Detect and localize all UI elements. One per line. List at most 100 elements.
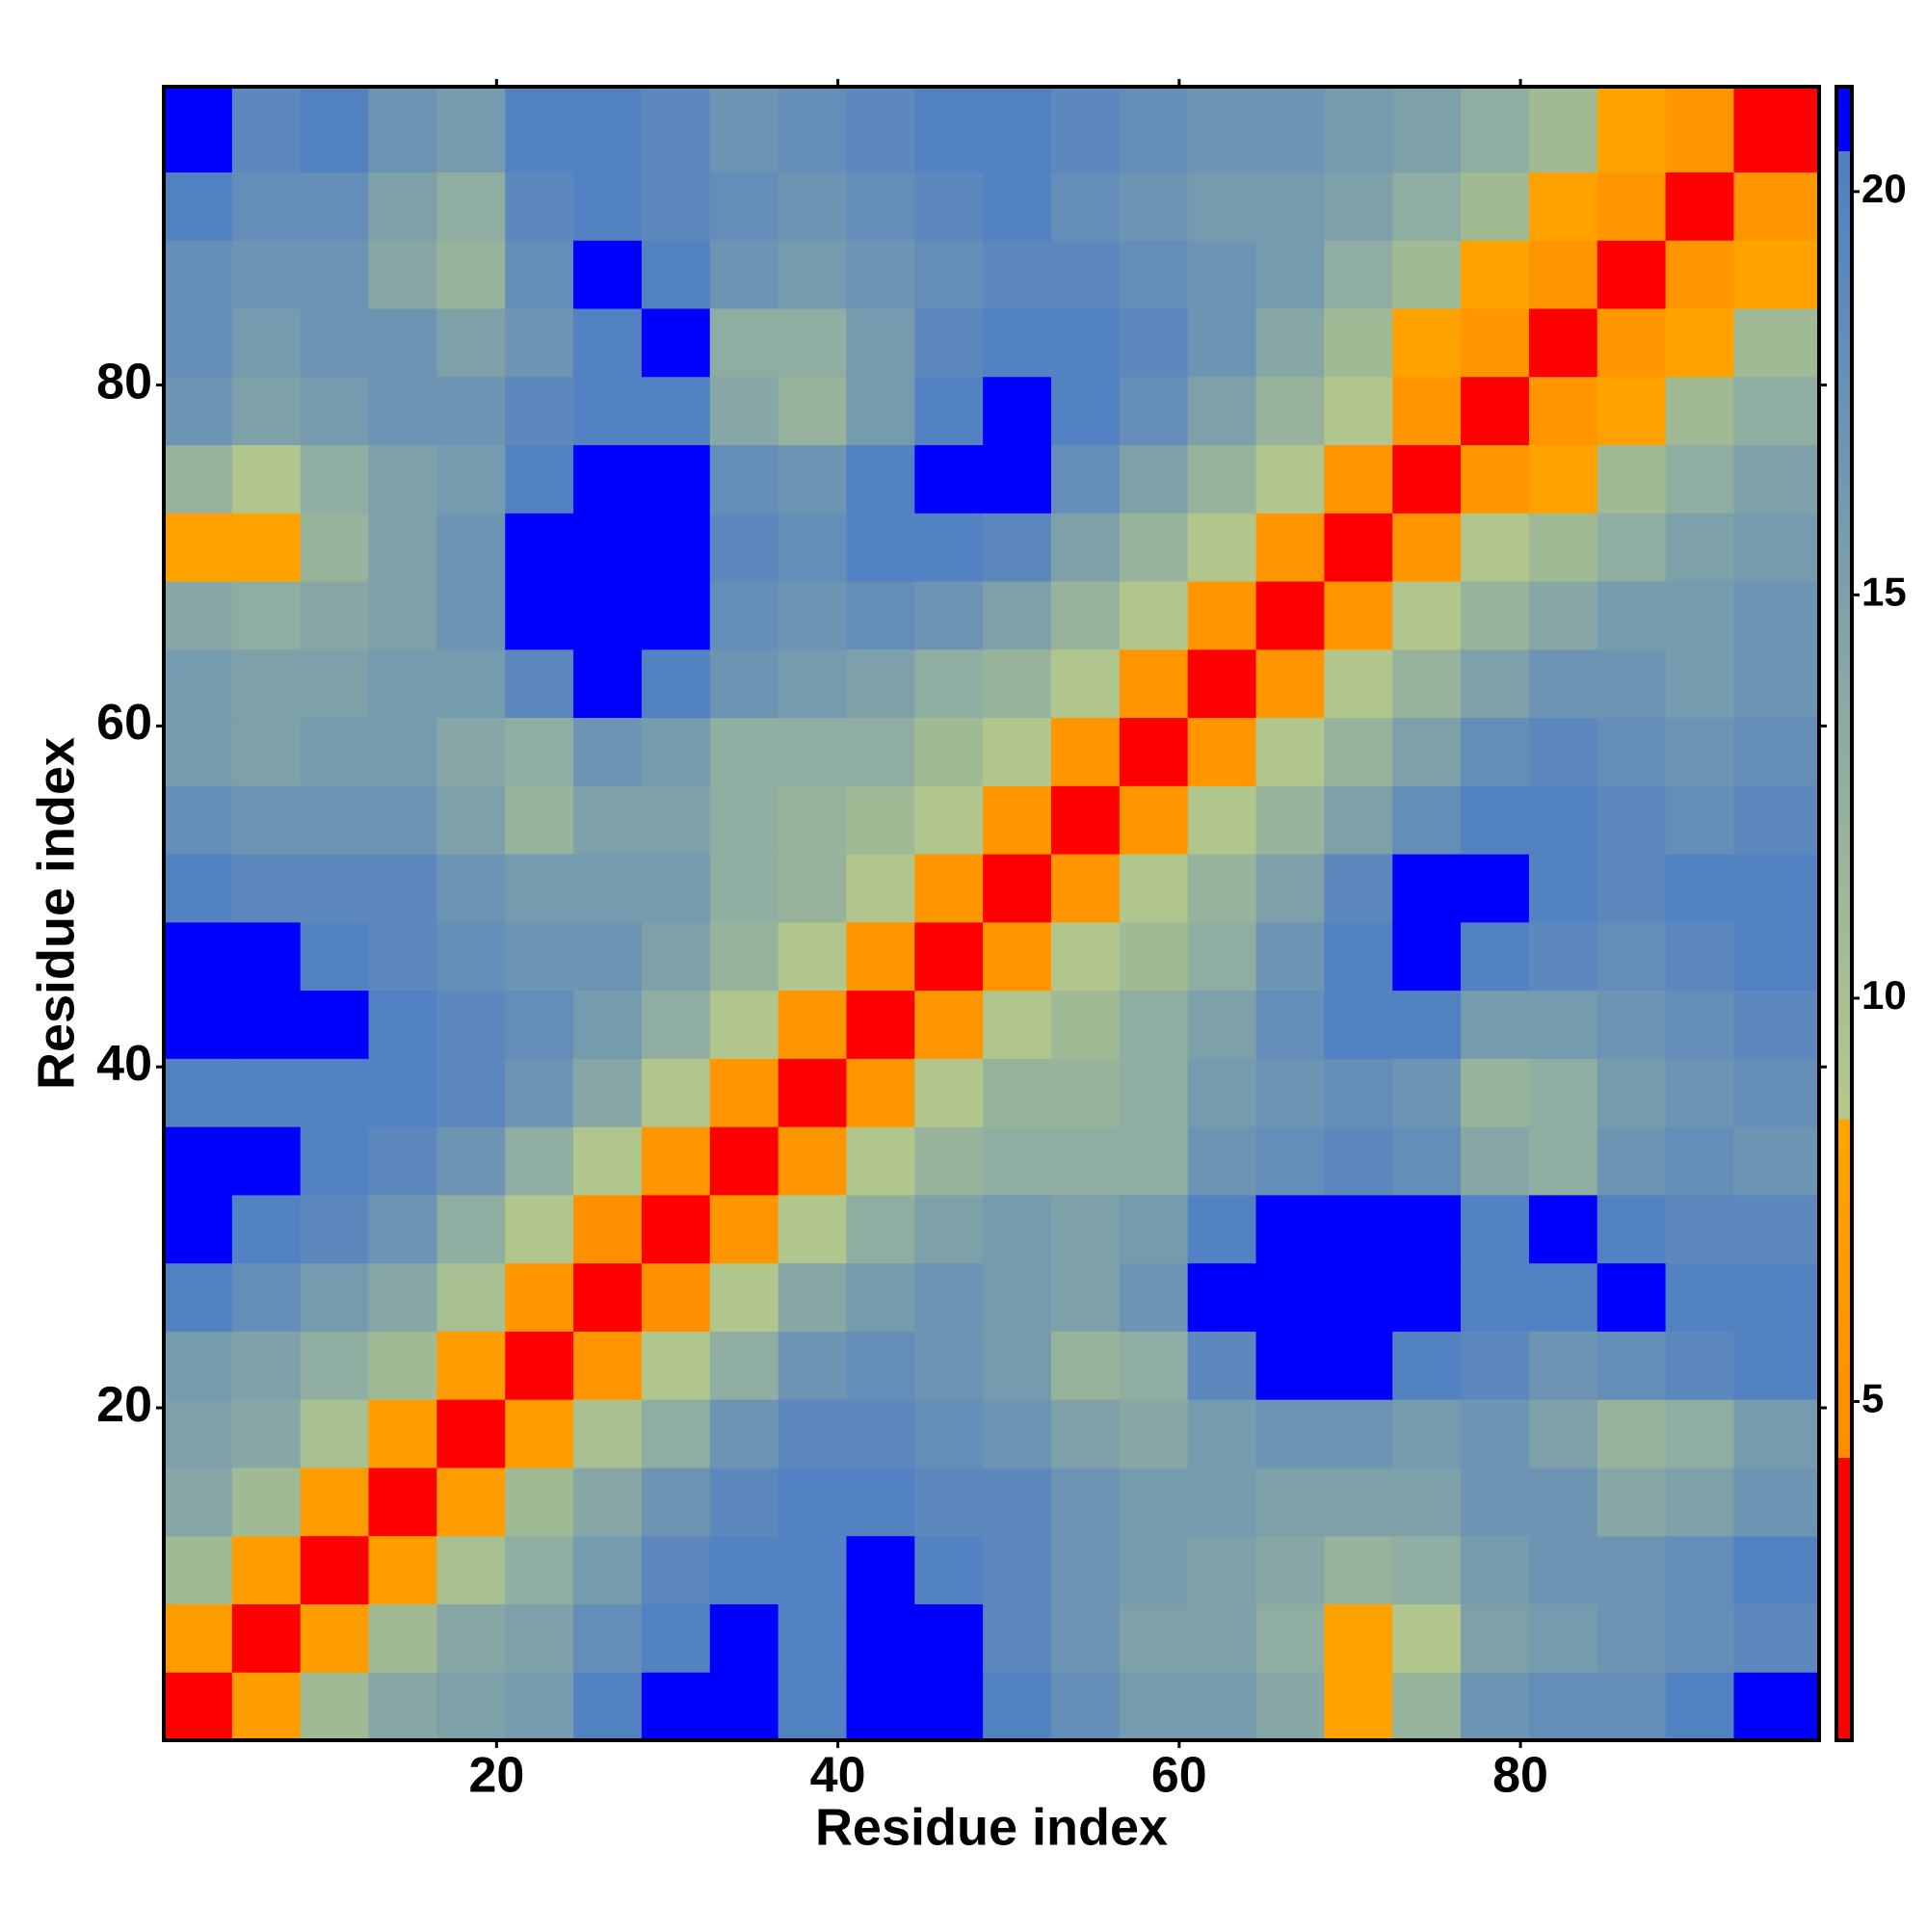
heatmap-cell: [1597, 921, 1667, 992]
heatmap-cell: [1733, 1126, 1820, 1196]
heatmap-cell: [1733, 240, 1820, 309]
heatmap-cell: [846, 1467, 915, 1537]
heatmap-cell: [573, 87, 643, 172]
colorbar-tick-label: 10: [1861, 972, 1907, 1018]
heatmap-cell: [573, 1194, 643, 1264]
heatmap-cell: [709, 240, 779, 309]
heatmap-cell: [505, 648, 574, 719]
heatmap-cell: [1461, 1603, 1530, 1673]
heatmap-cell: [778, 1603, 847, 1673]
heatmap-cell: [505, 1331, 574, 1400]
heatmap-cell: [1255, 307, 1325, 378]
heatmap-cell: [641, 376, 711, 446]
heatmap-cell: [1665, 513, 1734, 582]
heatmap-cell: [1050, 513, 1121, 582]
heatmap-cell: [1528, 648, 1598, 719]
heatmap-cell: [641, 513, 711, 582]
heatmap-cell: [778, 648, 847, 719]
heatmap-cell: [1119, 921, 1189, 992]
heatmap-cell: [368, 1194, 437, 1264]
heatmap-cell: [1050, 1467, 1121, 1537]
heatmap-cell: [164, 717, 233, 786]
heatmap-cell: [1597, 1194, 1667, 1264]
heatmap-cell: [983, 1467, 1052, 1537]
heatmap-cell: [1665, 990, 1734, 1059]
heatmap-cell: [1187, 990, 1257, 1059]
heatmap-cell: [1461, 240, 1530, 309]
heatmap-cell: [300, 1535, 370, 1604]
heatmap-cell: [436, 717, 506, 786]
heatmap-cell: [1597, 240, 1667, 309]
heatmap-cell: [505, 1467, 574, 1537]
heatmap-cell: [368, 444, 437, 514]
heatmap-cell: [1324, 1058, 1393, 1127]
heatmap-cell: [1733, 1058, 1820, 1127]
heatmap-cell: [641, 1535, 711, 1604]
heatmap-cell: [1733, 513, 1820, 582]
heatmap-cell: [573, 1262, 643, 1332]
heatmap-cell: [846, 1672, 915, 1741]
heatmap-cell: [1528, 87, 1598, 172]
heatmap-cell: [573, 376, 643, 446]
heatmap-cell: [300, 1331, 370, 1400]
heatmap-cell: [1733, 1467, 1820, 1537]
heatmap-cell: [300, 1194, 370, 1264]
heatmap-cell: [1733, 1331, 1820, 1400]
colorbar-tick-label: 15: [1861, 569, 1907, 614]
heatmap-cell: [914, 1058, 984, 1127]
heatmap-cell: [505, 1194, 574, 1264]
heatmap-cell: [368, 172, 437, 241]
heatmap-cell: [368, 648, 437, 719]
heatmap-cell: [1050, 921, 1121, 992]
heatmap-cell: [846, 1399, 915, 1469]
heatmap-cell: [164, 1603, 233, 1673]
heatmap-cell: [368, 921, 437, 992]
heatmap-cell: [914, 1672, 984, 1741]
heatmap-cell: [1665, 717, 1734, 786]
heatmap-cell: [164, 1058, 233, 1127]
heatmap-cell: [1733, 307, 1820, 378]
heatmap-cell: [641, 581, 711, 650]
heatmap-cell: [1665, 648, 1734, 719]
heatmap-cell: [505, 581, 574, 650]
heatmap-cell: [983, 1535, 1052, 1604]
x-tick-label: 40: [810, 1748, 866, 1804]
heatmap-cell: [368, 87, 437, 172]
heatmap-cell: [914, 648, 984, 719]
heatmap-cell: [573, 854, 643, 923]
heatmap-cell: [1461, 444, 1530, 514]
heatmap-cell: [573, 717, 643, 786]
heatmap-cell: [300, 1262, 370, 1332]
heatmap-cell: [1255, 1194, 1325, 1264]
heatmap-cell: [300, 1126, 370, 1196]
heatmap-cell: [778, 307, 847, 378]
heatmap-cell: [436, 648, 506, 719]
heatmap-cell: [1528, 513, 1598, 582]
heatmap-cell: [778, 1194, 847, 1264]
heatmap-cell: [368, 1331, 437, 1400]
heatmap-cell: [436, 1399, 506, 1469]
heatmap-cell: [1324, 1535, 1393, 1604]
heatmap-cell: [1461, 1331, 1530, 1400]
heatmap-cell: [1597, 444, 1667, 514]
heatmap-cell: [1528, 307, 1598, 378]
y-tick-label: 60: [96, 695, 152, 751]
heatmap-cell: [709, 785, 779, 855]
heatmap-cell: [1050, 1262, 1121, 1332]
heatmap-cell: [436, 1058, 506, 1127]
heatmap-cell: [1461, 87, 1530, 172]
heatmap-cell: [505, 1262, 574, 1332]
heatmap-cell: [1050, 990, 1121, 1059]
heatmap-cell: [846, 785, 915, 855]
heatmap-cell: [1255, 1126, 1325, 1196]
heatmap-cell: [164, 1262, 233, 1332]
heatmap-cell: [778, 1399, 847, 1469]
heatmap-cell: [1187, 376, 1257, 446]
heatmap-cell: [164, 87, 233, 172]
heatmap-cell: [1461, 581, 1530, 650]
heatmap-cell: [505, 1399, 574, 1469]
heatmap-cell: [1119, 1399, 1189, 1469]
heatmap-cell: [1597, 1672, 1667, 1741]
heatmap-cell: [914, 240, 984, 309]
heatmap-cell: [1255, 1399, 1325, 1469]
